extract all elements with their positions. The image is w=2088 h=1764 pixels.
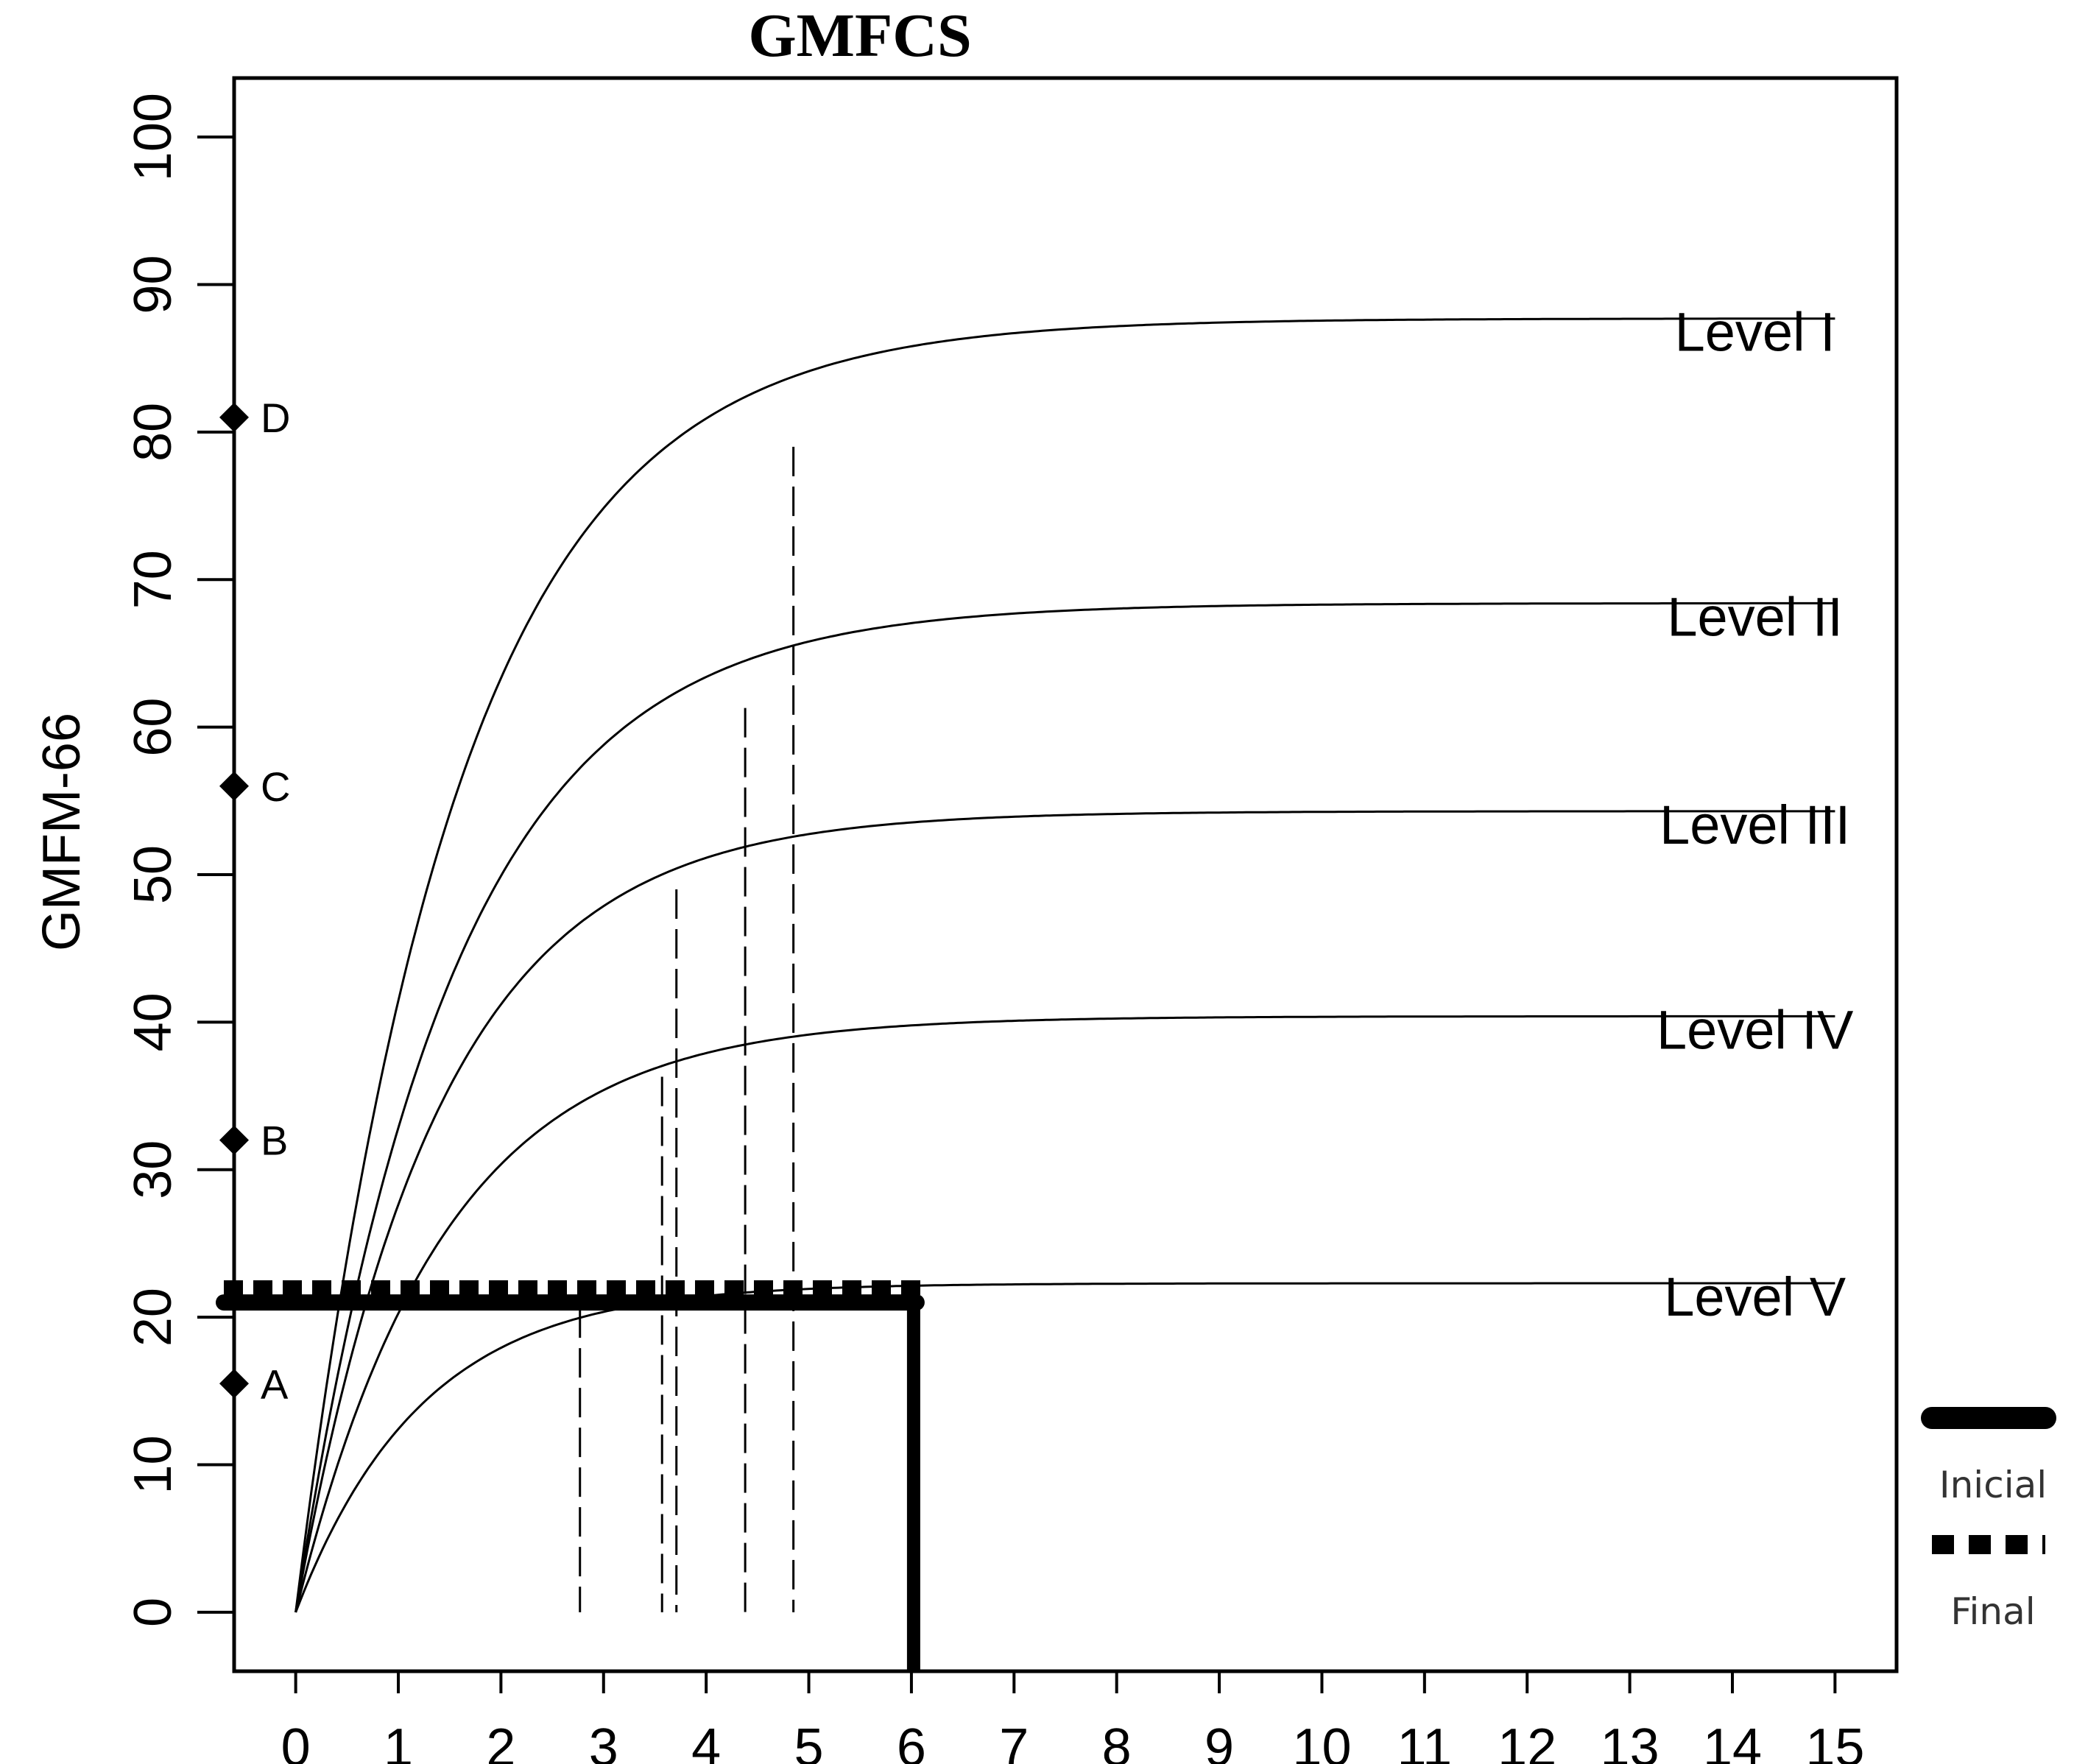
x-tick-label: 3 bbox=[589, 1718, 618, 1764]
series-label-5: Level V bbox=[1664, 1266, 1846, 1327]
y-tick-label: 70 bbox=[124, 550, 183, 609]
x-tick-label: 6 bbox=[897, 1718, 926, 1764]
marker-label-c: C bbox=[261, 763, 290, 810]
plot-area: 0 1 2 3 4 5 6 7 8 9 10 11 12 13 14 15010203040506070809… bbox=[124, 76, 1899, 1764]
x-tick-label: 8 bbox=[1102, 1718, 1132, 1764]
legend-label: Final bbox=[1950, 1590, 2035, 1633]
x-tick-label: 7 bbox=[999, 1718, 1029, 1764]
legend: Inicial Final bbox=[1921, 1407, 2056, 1633]
series-line-1 bbox=[294, 317, 1835, 1613]
x-tick-label: 0 bbox=[281, 1718, 311, 1764]
y-tick-label: 60 bbox=[124, 698, 183, 757]
x-tick-label: 10 bbox=[1292, 1718, 1351, 1764]
x-tick-label: 4 bbox=[691, 1718, 721, 1764]
series-line-4 bbox=[294, 1015, 1835, 1613]
marker-c bbox=[219, 771, 249, 801]
series-label-2: Level II bbox=[1667, 586, 1843, 647]
x-tick-label: 2 bbox=[486, 1718, 515, 1764]
marker-label-d: D bbox=[261, 395, 290, 441]
y-tick-label: 20 bbox=[124, 1288, 183, 1347]
marker-a bbox=[219, 1369, 249, 1399]
x-tick-label: 5 bbox=[794, 1718, 824, 1764]
x-tick-label: 11 bbox=[1397, 1718, 1452, 1764]
marker-label-b: B bbox=[261, 1118, 288, 1164]
marker-b bbox=[219, 1125, 249, 1155]
y-tick-label: 100 bbox=[124, 93, 183, 181]
series-label-4: Level IV bbox=[1657, 999, 1854, 1060]
y-tick-label: 0 bbox=[124, 1598, 183, 1627]
series-label-1: Level I bbox=[1675, 302, 1835, 363]
y-tick-label: 80 bbox=[124, 403, 183, 462]
series-label-3: Level III bbox=[1660, 794, 1850, 855]
y-tick-label: 10 bbox=[124, 1435, 183, 1494]
x-tick-label: 9 bbox=[1205, 1718, 1234, 1764]
marker-label-a: A bbox=[261, 1361, 289, 1407]
y-tick-label: 40 bbox=[124, 992, 183, 1051]
x-tick-label: 15 bbox=[1805, 1718, 1864, 1764]
y-tick-label: 90 bbox=[124, 255, 183, 314]
series-line-2 bbox=[294, 601, 1835, 1613]
y-axis-label: GMFM-66 bbox=[32, 713, 91, 951]
series-line-5 bbox=[294, 1282, 1835, 1613]
chart-title: GMFCS bbox=[748, 1, 971, 70]
marker-d bbox=[219, 402, 249, 432]
series-line-3 bbox=[294, 810, 1835, 1613]
y-tick-label: 30 bbox=[124, 1140, 183, 1199]
y-tick-label: 50 bbox=[124, 845, 183, 904]
legend-label: Inicial bbox=[1939, 1464, 2047, 1506]
x-tick-label: 14 bbox=[1703, 1718, 1762, 1764]
x-tick-label: 12 bbox=[1498, 1718, 1556, 1764]
x-tick-label: 13 bbox=[1601, 1718, 1660, 1764]
x-tick-label: 1 bbox=[384, 1718, 413, 1764]
